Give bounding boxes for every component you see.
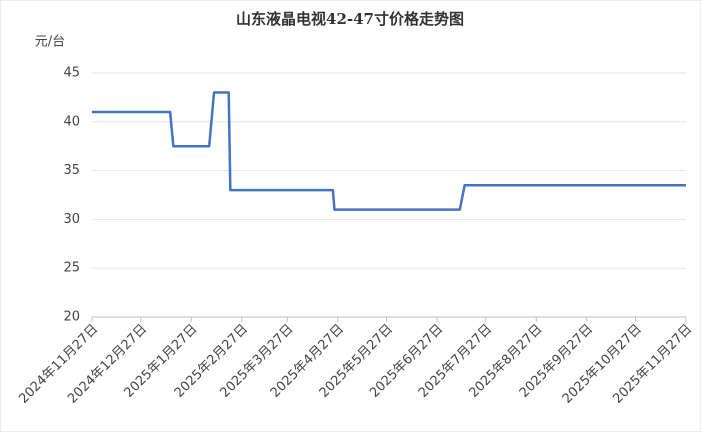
y-tick-label: 20 bbox=[63, 310, 80, 325]
y-tick-label: 25 bbox=[63, 261, 80, 276]
data-line bbox=[92, 91, 686, 211]
y-tick-label: 45 bbox=[63, 66, 80, 81]
y-tick-label: 35 bbox=[63, 163, 80, 178]
y-tick-label: 30 bbox=[63, 212, 80, 227]
y-axis-label: 元/台 bbox=[35, 35, 65, 50]
chart-title: 山东液晶电视42-47寸价格走势图 bbox=[236, 10, 464, 28]
y-tick-label: 40 bbox=[63, 114, 80, 129]
